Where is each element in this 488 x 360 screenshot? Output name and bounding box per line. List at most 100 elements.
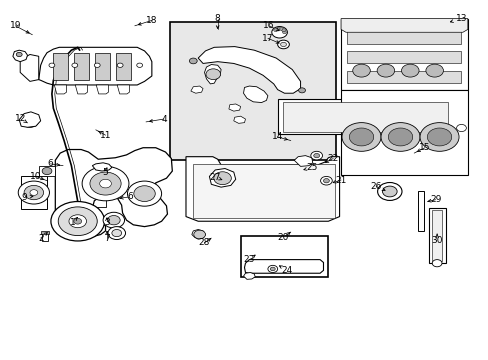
Circle shape: [282, 31, 286, 34]
Circle shape: [456, 125, 466, 132]
Circle shape: [69, 215, 86, 228]
Circle shape: [103, 212, 124, 228]
Circle shape: [401, 64, 418, 77]
Text: 9: 9: [21, 193, 27, 202]
Bar: [170, 22, 335, 160]
Text: 6: 6: [127, 192, 133, 201]
Circle shape: [320, 176, 331, 185]
Text: 4: 4: [161, 114, 166, 123]
Circle shape: [193, 230, 205, 239]
Text: 21: 21: [335, 176, 346, 185]
Polygon shape: [456, 120, 466, 130]
Bar: [346, 71, 461, 83]
Circle shape: [348, 128, 373, 146]
Circle shape: [323, 179, 329, 183]
Bar: [417, 192, 424, 231]
Circle shape: [352, 64, 369, 77]
Text: 27: 27: [209, 173, 221, 182]
Text: 26: 26: [370, 182, 381, 191]
Polygon shape: [19, 112, 41, 127]
Text: 12: 12: [15, 114, 26, 123]
Bar: [41, 231, 49, 234]
Circle shape: [74, 219, 81, 224]
Text: 19: 19: [10, 21, 21, 30]
Circle shape: [205, 69, 220, 80]
Text: 6: 6: [47, 159, 53, 168]
Text: 20: 20: [277, 233, 288, 242]
Text: 5: 5: [102, 168, 108, 177]
Text: 3: 3: [104, 218, 110, 227]
Polygon shape: [13, 50, 27, 62]
Circle shape: [279, 27, 283, 30]
Circle shape: [267, 265, 277, 273]
Circle shape: [377, 183, 401, 201]
Bar: [74, 53, 89, 80]
Circle shape: [127, 181, 161, 206]
Circle shape: [425, 64, 443, 77]
Text: 22: 22: [327, 154, 338, 163]
Circle shape: [30, 190, 38, 195]
Bar: [428, 208, 445, 263]
Text: 14: 14: [271, 132, 283, 141]
Circle shape: [58, 207, 97, 235]
Polygon shape: [233, 116, 245, 123]
Bar: [431, 211, 441, 261]
Text: 23: 23: [243, 255, 255, 264]
Circle shape: [72, 63, 78, 67]
Polygon shape: [117, 85, 129, 94]
Text: 13: 13: [455, 14, 466, 23]
Bar: [346, 51, 461, 63]
Text: 11: 11: [100, 131, 111, 140]
Circle shape: [90, 172, 121, 195]
Polygon shape: [244, 260, 323, 273]
Circle shape: [419, 123, 458, 151]
Circle shape: [213, 172, 231, 185]
Bar: [277, 99, 452, 134]
Circle shape: [42, 167, 52, 175]
Polygon shape: [198, 46, 300, 93]
Circle shape: [313, 153, 319, 158]
Bar: [53, 53, 68, 80]
Circle shape: [51, 202, 104, 241]
Circle shape: [94, 63, 100, 67]
Circle shape: [280, 42, 286, 46]
Text: 30: 30: [430, 236, 442, 245]
Polygon shape: [243, 86, 267, 103]
Circle shape: [189, 58, 197, 64]
Bar: [346, 31, 461, 44]
Polygon shape: [54, 85, 66, 94]
Circle shape: [108, 226, 125, 239]
Polygon shape: [228, 104, 240, 111]
Polygon shape: [20, 54, 39, 81]
Circle shape: [100, 179, 111, 188]
Polygon shape: [75, 85, 87, 94]
Bar: [42, 233, 48, 241]
Text: 7: 7: [104, 234, 110, 243]
Text: 8: 8: [214, 14, 220, 23]
Circle shape: [137, 63, 142, 67]
Circle shape: [21, 114, 39, 127]
Text: 1: 1: [70, 218, 76, 227]
Circle shape: [387, 128, 412, 146]
Bar: [240, 235, 328, 277]
Circle shape: [277, 40, 289, 49]
Circle shape: [271, 27, 287, 38]
Text: 29: 29: [429, 195, 441, 204]
Polygon shape: [21, 176, 47, 209]
Circle shape: [74, 207, 98, 225]
Text: 18: 18: [146, 16, 157, 25]
Polygon shape: [243, 273, 255, 279]
Circle shape: [112, 229, 122, 237]
Text: 15: 15: [418, 143, 430, 152]
Circle shape: [82, 166, 129, 201]
Polygon shape: [39, 47, 152, 85]
Circle shape: [431, 260, 441, 267]
Circle shape: [380, 123, 419, 151]
Circle shape: [341, 123, 380, 151]
Circle shape: [310, 151, 322, 160]
Text: 25: 25: [305, 163, 317, 172]
Bar: [116, 53, 131, 80]
Circle shape: [117, 63, 123, 67]
Text: 2: 2: [38, 234, 43, 243]
Text: 17: 17: [262, 34, 273, 43]
